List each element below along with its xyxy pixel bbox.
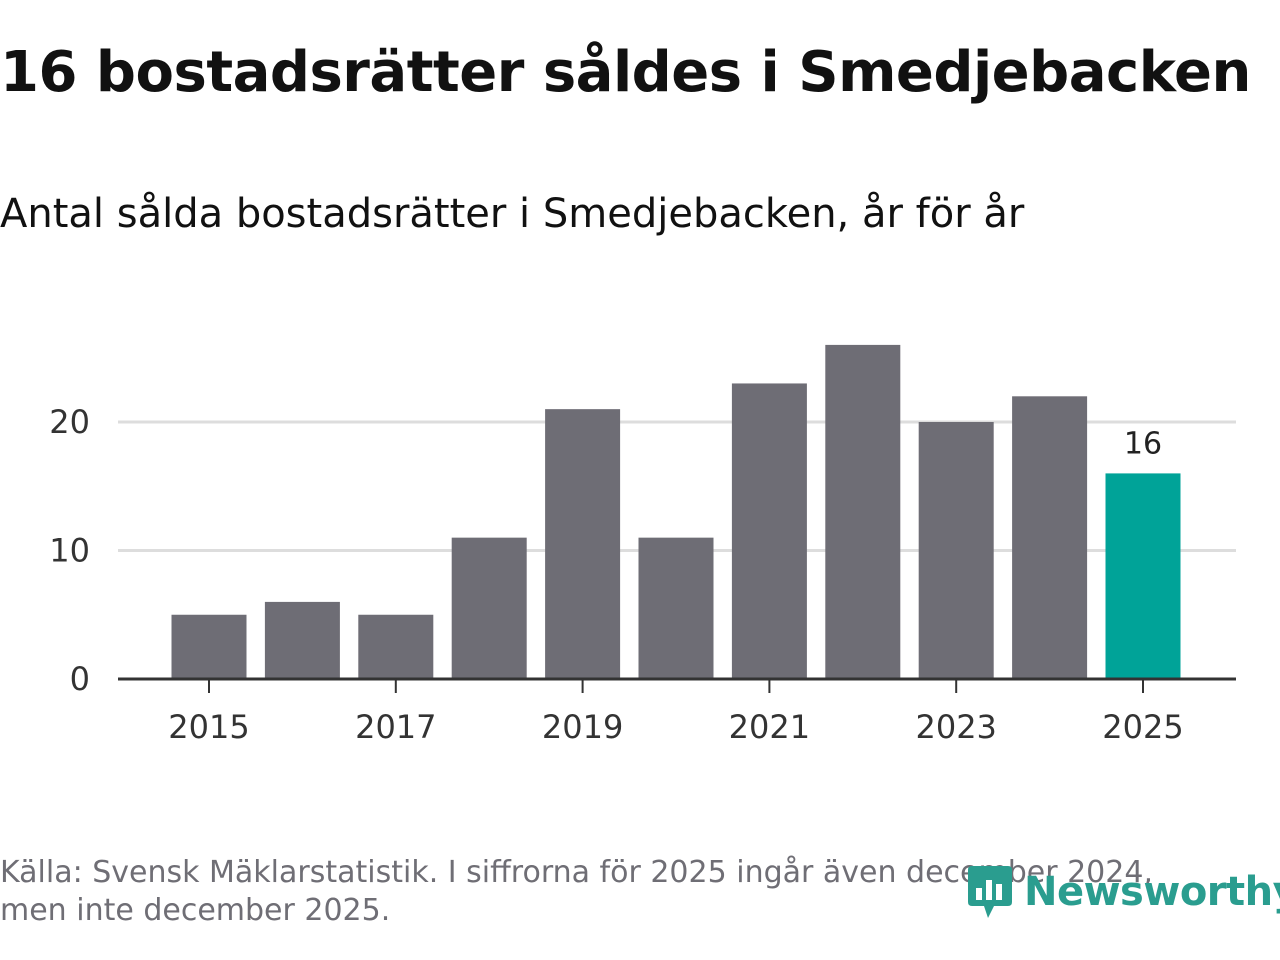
brand-name: Newsworthy: [1024, 869, 1280, 915]
y-tick-label-0: 0: [70, 660, 90, 698]
bar-2022: [825, 344, 901, 679]
x-tick-label-2023: 2023: [915, 708, 996, 746]
x-tick-label-2021: 2021: [729, 708, 810, 746]
source-line-2: men inte december 2025.: [0, 893, 391, 928]
bar-2021: [731, 383, 807, 679]
x-tick-label-2025: 2025: [1102, 708, 1183, 746]
chart-title: 16 bostadsrätter såldes i Smedjebacken: [0, 40, 1251, 105]
bar-2025: [1105, 473, 1181, 679]
newsworthy-logo-icon: [968, 866, 1012, 918]
source-note: Källa: Svensk Mäklarstatistik. I siffror…: [0, 854, 1240, 930]
y-tick-label-10: 10: [49, 532, 90, 570]
bar-2023: [918, 422, 994, 679]
data-label-2025: 16: [1124, 426, 1162, 461]
bar-2016: [264, 601, 340, 679]
bar-2018: [451, 537, 527, 679]
x-tick-label-2015: 2015: [168, 708, 249, 746]
brand-logo: Newsworthy: [964, 862, 1280, 922]
source-line-1: Källa: Svensk Mäklarstatistik. I siffror…: [0, 855, 1153, 890]
bar-2019: [545, 409, 621, 679]
chart-subtitle: Antal sålda bostadsrätter i Smedjebacken…: [0, 191, 1025, 237]
bar-2020: [638, 537, 714, 679]
y-tick-label-20: 20: [49, 403, 90, 441]
x-tick-label-2019: 2019: [542, 708, 623, 746]
bar-2015: [171, 614, 247, 679]
x-tick-label-2017: 2017: [355, 708, 436, 746]
bar-2017: [358, 614, 434, 679]
bar-2024: [1012, 396, 1088, 679]
